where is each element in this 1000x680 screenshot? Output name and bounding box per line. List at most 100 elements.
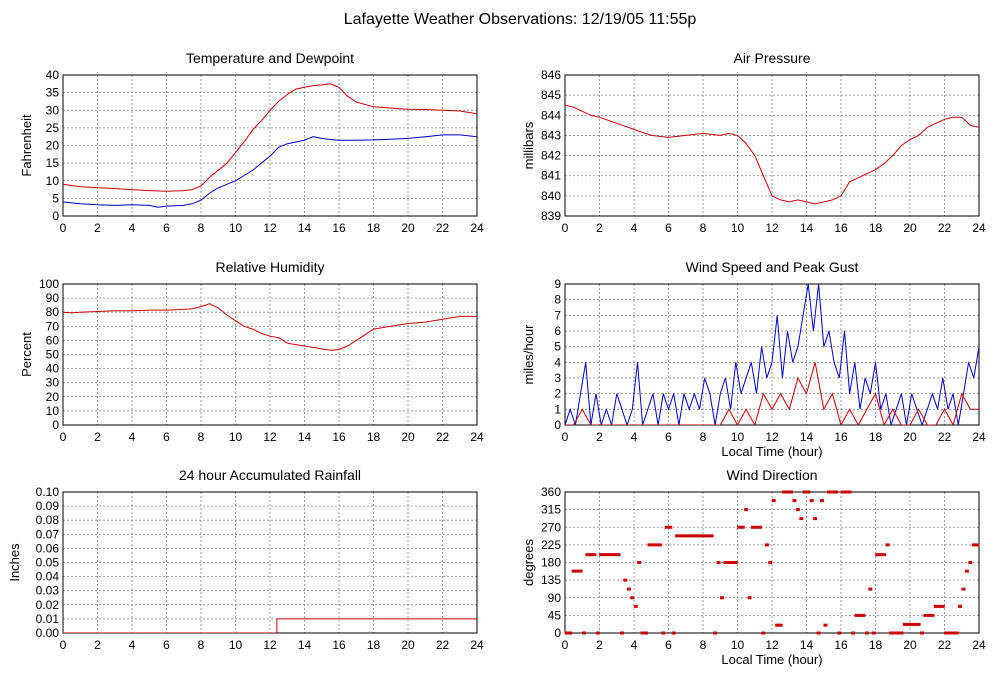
data-point [820, 499, 825, 503]
y-tick-label: 35 [46, 86, 60, 100]
data-point [730, 561, 735, 564]
x-tick-label: 4 [129, 430, 136, 444]
data-point [823, 623, 828, 627]
y-tick-label: 844 [541, 108, 561, 122]
x-tick-label: 2 [596, 638, 603, 652]
y-tick-label: 6 [554, 324, 561, 338]
chart-temperature: 0 2 4 6 8 10 12 14 16 18 20 22 240510152025303540Tem… [19, 50, 484, 235]
data-point [613, 553, 618, 557]
y-tick-label: 0.02 [36, 598, 60, 612]
data-point [785, 490, 790, 494]
data-point [764, 543, 769, 547]
y-tick-label: 846 [541, 68, 561, 82]
x-tick-label: 12 [765, 430, 779, 444]
y-tick-label: 0.03 [36, 584, 60, 598]
y-tick-label: 0 [554, 626, 561, 640]
data-point [840, 490, 845, 494]
data-point [606, 553, 611, 557]
x-tick-label: 6 [163, 430, 170, 444]
data-point [902, 622, 907, 626]
x-tick-label: 12 [765, 638, 779, 652]
data-point [661, 631, 666, 635]
data-point [706, 534, 711, 538]
data-point [699, 534, 704, 538]
chart-grid: 0 2 4 6 8 10 12 14 16 18 20 22 240510152025303540Tem… [7, 50, 986, 667]
x-tick-label: 24 [470, 221, 484, 235]
data-point [813, 517, 818, 521]
x-tick-label: 2 [596, 221, 603, 235]
x-tick-label: 20 [401, 430, 415, 444]
data-point [609, 553, 614, 557]
y-tick-label: 10 [46, 404, 60, 418]
y-tick-label: 0.05 [36, 556, 60, 570]
data-point [664, 525, 669, 529]
data-point [854, 613, 859, 617]
data-point [733, 561, 738, 564]
data-point [806, 490, 811, 494]
series-line-1 [565, 362, 979, 425]
data-point [906, 622, 911, 626]
x-tick-label: 20 [401, 638, 415, 652]
data-point [585, 553, 590, 557]
x-tick-label: 4 [631, 638, 638, 652]
y-tick-label: 30 [46, 103, 60, 117]
x-tick-label: 8 [700, 638, 707, 652]
y-tick-label: 180 [541, 556, 561, 570]
x-tick-label: 22 [436, 221, 450, 235]
x-tick-label: 20 [903, 638, 917, 652]
x-tick-label: 20 [903, 430, 917, 444]
data-point [844, 490, 849, 494]
x-tick-label: 10 [229, 221, 243, 235]
x-tick-label: 24 [470, 638, 484, 652]
data-point [864, 631, 869, 635]
x-tick-label: 0 [562, 221, 569, 235]
x-tick-label: 6 [665, 430, 672, 444]
y-tick-label: 25 [46, 121, 60, 135]
y-tick-label: 0.00 [36, 626, 60, 640]
data-point [709, 534, 714, 538]
data-point [947, 631, 952, 635]
x-tick-label: 10 [229, 638, 243, 652]
y-tick-label: 840 [541, 189, 561, 203]
y-tick-label: 270 [541, 520, 561, 534]
data-point [882, 553, 887, 557]
chart-pressure: 0 2 4 6 8 10 12 14 16 18 20 22 248398408418428438448… [521, 50, 986, 235]
data-point [602, 553, 607, 557]
data-point [744, 508, 749, 512]
y-tick-label: 5 [554, 340, 561, 354]
chart-title: Relative Humidity [216, 259, 325, 275]
y-tick-label: 0.09 [36, 499, 60, 513]
y-tick-label: 9 [554, 277, 561, 291]
data-point [702, 534, 707, 538]
x-tick-label: 20 [401, 221, 415, 235]
x-tick-label: 12 [263, 221, 277, 235]
data-point [623, 578, 628, 582]
data-point [857, 613, 862, 617]
x-tick-label: 2 [94, 430, 101, 444]
data-point [713, 631, 718, 635]
plot-frame [62, 283, 478, 426]
y-tick-label: 3 [554, 371, 561, 385]
y-tick-label: 225 [541, 538, 561, 552]
x-tick-label: 12 [263, 430, 277, 444]
data-point [682, 534, 687, 538]
x-tick-label: 8 [198, 221, 205, 235]
data-point [571, 569, 576, 573]
y-tick-label: 40 [46, 362, 60, 376]
x-tick-label: 16 [332, 221, 346, 235]
data-point [668, 525, 673, 529]
data-point [913, 622, 918, 626]
chart-rainfall: 0 2 4 6 8 10 12 14 16 18 20 22 240.000.010.020.030.0… [7, 467, 484, 652]
data-point [716, 561, 721, 564]
y-axis-label: degrees [521, 539, 536, 586]
y-axis-label: Percent [19, 332, 34, 377]
chart-title: Temperature and Dewpoint [186, 50, 354, 66]
data-point [933, 604, 938, 608]
series-line-0 [63, 618, 477, 633]
x-tick-label: 8 [198, 430, 205, 444]
x-tick-label: 10 [731, 221, 745, 235]
y-tick-label: 20 [46, 139, 60, 153]
y-tick-label: 80 [46, 305, 60, 319]
data-point [678, 534, 683, 538]
